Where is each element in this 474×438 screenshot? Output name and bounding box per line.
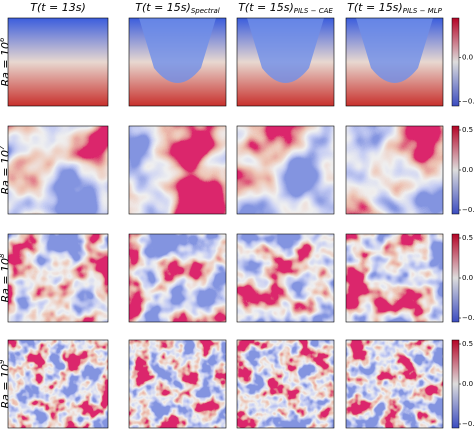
plume — [356, 18, 433, 83]
panel-frame — [236, 17, 335, 107]
field-panel — [237, 234, 334, 322]
colorbar-tick-label: 0.0 — [462, 380, 473, 388]
colorbar — [451, 339, 460, 429]
field-panel — [237, 126, 334, 214]
panel-frame — [7, 125, 109, 215]
panel-frame — [128, 17, 227, 107]
colorbar-tick-label: −0.5 — [462, 98, 474, 106]
colorbar-tick-label: −0.5 — [462, 420, 474, 428]
colorbar-tick-label: 0.0 — [462, 166, 473, 174]
colorbar-tick-label: 0.5 — [462, 234, 473, 242]
panel-frame — [345, 125, 444, 215]
column-title: T(t = 15s)PILS − MLP — [347, 1, 442, 15]
field-panel — [129, 126, 226, 214]
panel-frame — [128, 339, 227, 429]
field-panel — [8, 18, 108, 106]
field-panel — [129, 234, 226, 322]
panel-frame — [236, 125, 335, 215]
plume — [247, 18, 324, 83]
field-panel — [8, 126, 108, 214]
field-panel — [237, 340, 334, 428]
panel-frame — [236, 339, 335, 429]
column-title: T(t = 15s)PILS − CAE — [238, 1, 333, 15]
panel-frame — [7, 339, 109, 429]
colorbar-tick-label: 0.0 — [462, 274, 473, 282]
field-panel — [129, 340, 226, 428]
colorbar — [451, 233, 460, 323]
colorbar-tick-label: −0.5 — [462, 206, 474, 214]
plume — [139, 18, 216, 83]
field-panel — [8, 234, 108, 322]
colorbar-tick-label: 0.5 — [462, 340, 473, 348]
colorbar-tick-label: −0.5 — [462, 314, 474, 322]
field-panel — [346, 234, 443, 322]
panel-frame — [236, 233, 335, 323]
colorbar — [451, 17, 460, 107]
panel-frame — [7, 233, 109, 323]
panel-frame — [128, 125, 227, 215]
column-title: T(t = 13s) — [30, 1, 86, 14]
panel-frame — [345, 233, 444, 323]
panel-frame — [7, 17, 109, 107]
colorbar-tick-label: 0.0 — [462, 54, 473, 62]
colorbar — [451, 125, 460, 215]
panel-frame — [345, 17, 444, 107]
field-panel — [346, 340, 443, 428]
field-panel — [346, 126, 443, 214]
colorbar-tick-label: 0.5 — [462, 126, 473, 134]
panel-frame — [128, 233, 227, 323]
panel-frame — [345, 339, 444, 429]
field-panel — [8, 340, 108, 428]
column-title: T(t = 15s)Spectral — [135, 1, 220, 15]
